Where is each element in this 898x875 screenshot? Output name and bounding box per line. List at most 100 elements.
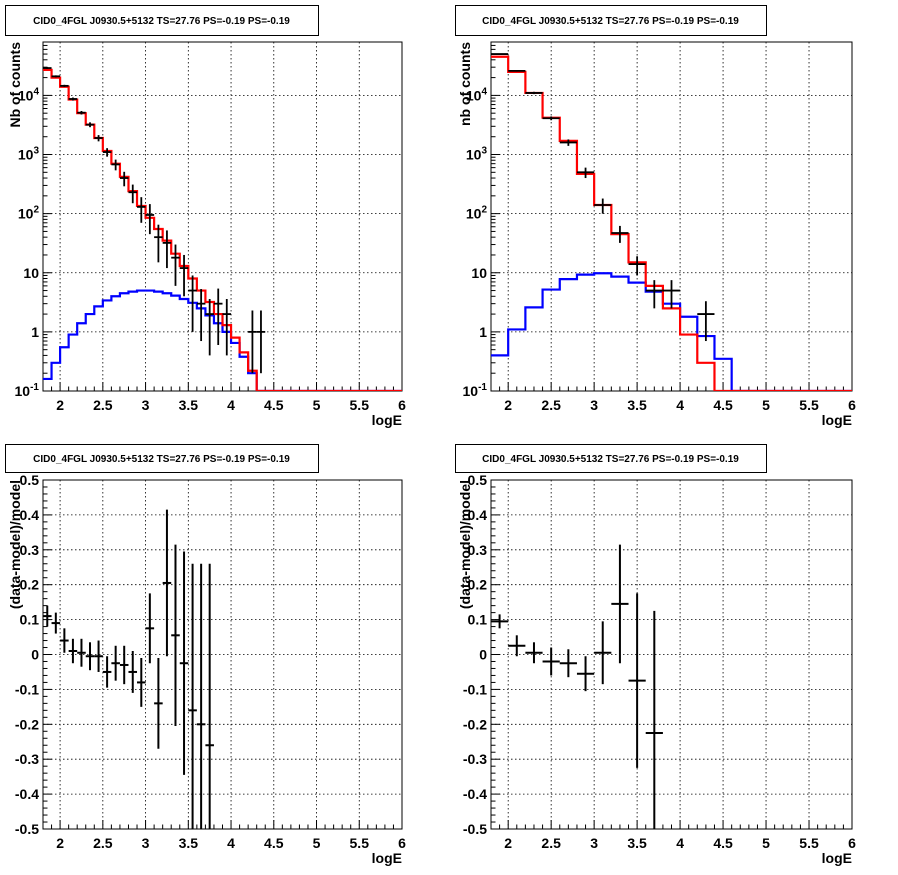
y-tick-label: -0.4 (463, 786, 487, 802)
residual-point (77, 638, 86, 667)
chart-panel-1: CID0_4FGL J0930.5+5132 TS=27.76 PS=-0.19… (5, 5, 406, 428)
data-point (85, 122, 95, 128)
tick-base: 10 (466, 206, 482, 222)
residual-point (171, 544, 180, 727)
chart-title-box: CID0_4FGL J0930.5+5132 TS=27.76 PS=-0.19… (455, 5, 767, 36)
data-point (222, 298, 232, 356)
residual-point (645, 610, 663, 829)
data-point (60, 84, 69, 87)
residual-point (111, 645, 120, 681)
y-tick-label: 0.4 (468, 507, 488, 523)
data-point (171, 244, 180, 286)
tick-exponent: 4 (33, 86, 39, 97)
y-tick-label: 0.1 (20, 612, 40, 628)
x-tick-label: 5 (313, 397, 321, 413)
tick-exponent: 3 (33, 146, 39, 157)
title-frame (5, 5, 319, 36)
x-tick-label: 3 (590, 835, 598, 851)
data-point (542, 116, 560, 121)
total-model-line (491, 55, 852, 391)
data-point (248, 310, 257, 374)
y-tick-label: 0.5 (468, 472, 488, 488)
data-point (77, 110, 86, 115)
y-tick-label: -0.3 (463, 751, 487, 767)
y-tick-label: -0.1 (463, 681, 487, 697)
y-tick-label: 0.2 (20, 577, 40, 593)
y-tick-label: 0.3 (20, 542, 40, 558)
x-tick-label: 6 (848, 835, 856, 851)
residual-point (628, 593, 646, 768)
data-point (154, 224, 163, 263)
x-tick-label: 4 (227, 835, 235, 851)
axis-ticks (42, 41, 403, 392)
y-tick-label: 104 (466, 86, 488, 103)
data-point (662, 280, 681, 309)
plot-area (43, 509, 214, 829)
data-point (205, 298, 214, 356)
title-frame (5, 444, 319, 473)
x-tick-label: 6 (398, 397, 406, 413)
y-tick-label: 1 (479, 324, 487, 340)
x-tick-label: 5.5 (799, 835, 819, 851)
data-point (94, 135, 103, 142)
y-tick-label: -0.3 (15, 751, 39, 767)
chart-panel-4: CID0_4FGL J0930.5+5132 TS=27.76 PS=-0.19… (455, 444, 856, 866)
residual-point (525, 642, 543, 664)
x-tick-label: 5.5 (350, 835, 370, 851)
x-axis-title: logE (822, 850, 852, 866)
x-tick-label: 5 (762, 835, 770, 851)
tick-base: 10 (15, 383, 31, 399)
residual-point (542, 647, 560, 676)
data-point (645, 280, 663, 309)
tick-base: 10 (18, 87, 34, 103)
residual-point (205, 563, 214, 829)
tick-base: 10 (18, 206, 34, 222)
residual-point (94, 640, 103, 672)
x-tick-label: 3 (142, 835, 150, 851)
residual-point (128, 651, 138, 693)
x-tick-label: 3 (590, 397, 598, 413)
x-tick-label: 2 (504, 835, 512, 851)
y-tick-label: 10-1 (15, 382, 40, 399)
data-point (128, 184, 138, 204)
residual-point (119, 645, 129, 685)
tick-exponent: -1 (478, 382, 487, 393)
tick-exponent: 2 (481, 205, 487, 216)
axis-ticks (42, 479, 403, 830)
y-tick-label: 102 (466, 205, 488, 222)
chart-title: CID0_4FGL J0930.5+5132 TS=27.76 PS=-0.19… (482, 16, 739, 27)
y-tick-label: 0.1 (468, 612, 488, 628)
y-tick-label: 0.3 (468, 542, 488, 558)
residual-point (594, 621, 612, 685)
data-point (628, 256, 646, 276)
tick-base: 10 (18, 147, 34, 163)
data-point (576, 167, 595, 179)
x-tick-label: 5.5 (350, 397, 370, 413)
data-point (697, 301, 715, 342)
grid (43, 42, 402, 391)
x-tick-label: 4 (676, 397, 684, 413)
title-frame (455, 5, 767, 36)
y-tick-label: 0 (31, 647, 39, 663)
x-tick-label: 4.5 (713, 835, 733, 851)
data-point (525, 91, 543, 95)
chart-title: CID0_4FGL J0930.5+5132 TS=27.76 PS=-0.19… (33, 16, 290, 27)
tick-base: 10 (466, 87, 482, 103)
y-tick-label: 1 (31, 324, 39, 340)
x-tick-label: 2 (56, 397, 64, 413)
chart-title: CID0_4FGL J0930.5+5132 TS=27.76 PS=-0.19… (482, 454, 739, 465)
chart-title-box: CID0_4FGL J0930.5+5132 TS=27.76 PS=-0.19… (455, 444, 767, 473)
data-point (213, 288, 223, 345)
residual-point (154, 657, 163, 749)
y-tick-label: 102 (18, 205, 40, 222)
residual-point (51, 612, 61, 634)
y-tick-label: -0.2 (463, 716, 487, 732)
residual-point (145, 593, 155, 664)
x-tick-label: 2 (504, 397, 512, 413)
x-tick-label: 2.5 (93, 835, 113, 851)
data-point (102, 148, 112, 157)
y-axis-title: (data-model)/model (457, 480, 473, 609)
grid (43, 480, 402, 829)
y-tick-label: 0.5 (20, 472, 40, 488)
x-tick-label: 3.5 (179, 835, 199, 851)
